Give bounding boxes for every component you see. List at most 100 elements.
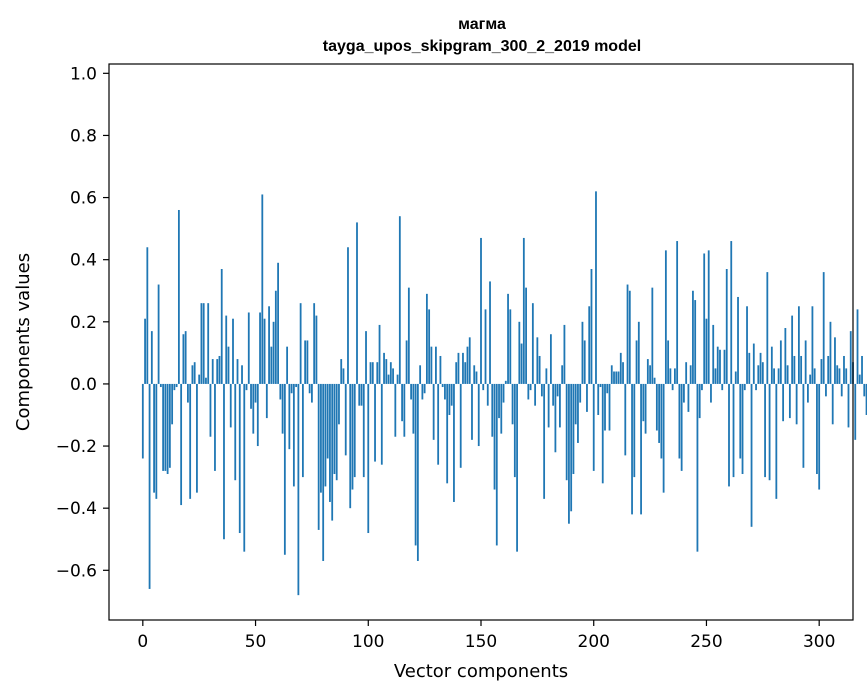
bar-284 — [782, 383, 785, 422]
bar-151 — [482, 383, 485, 391]
bar-188 — [565, 383, 568, 481]
bar-287 — [788, 383, 791, 419]
bar-28 — [205, 377, 207, 384]
bar-103 — [374, 383, 376, 462]
bar-305 — [829, 321, 832, 384]
bar-112 — [394, 383, 397, 437]
bar-67 — [292, 383, 295, 487]
bar-78 — [317, 383, 320, 530]
bar-274 — [759, 352, 762, 384]
bar-13 — [171, 383, 174, 425]
x-axis-ticks: 0 50 100 150 200 250 300 — [137, 620, 835, 652]
bar-222 — [642, 383, 645, 422]
bar-124 — [421, 383, 424, 400]
bar-214 — [624, 383, 627, 456]
bar-208 — [610, 365, 613, 384]
bar-254 — [714, 368, 717, 384]
bar-26 — [200, 303, 203, 384]
bar-24 — [196, 383, 198, 493]
bar-145 — [468, 337, 471, 384]
bar-262 — [732, 383, 735, 478]
bar-216 — [628, 290, 631, 384]
bar-212 — [619, 352, 622, 384]
bar-223 — [644, 383, 647, 434]
bar-246 — [696, 383, 699, 552]
bar-252 — [710, 383, 712, 403]
bar-95 — [356, 222, 358, 384]
bar-236 — [673, 368, 676, 384]
bar-265 — [739, 383, 742, 459]
bar-1 — [144, 318, 146, 384]
bar-9 — [162, 383, 165, 471]
bar-87 — [338, 383, 340, 425]
bar-106 — [380, 383, 383, 465]
bar-213 — [622, 362, 624, 384]
bar-235 — [671, 383, 674, 391]
bar-140 — [457, 352, 460, 384]
bar-187 — [563, 324, 566, 384]
bar-182 — [552, 383, 555, 406]
bar-18 — [182, 334, 185, 384]
y-axis-label: Components values — [13, 253, 34, 431]
bar-278 — [768, 383, 771, 481]
bar-46 — [245, 383, 248, 391]
bar-91 — [347, 247, 349, 384]
bar-215 — [626, 284, 629, 384]
bar-116 — [403, 383, 406, 437]
bar-60 — [277, 262, 279, 384]
bar-104 — [376, 362, 379, 384]
y-axis-ticks: −0.6 −0.4 −0.2 0.0 0.2 0.4 0.6 0.8 1.0 — [56, 64, 109, 581]
bar-299 — [816, 383, 818, 475]
bar-138 — [453, 383, 455, 502]
bar-141 — [459, 383, 462, 468]
bar-98 — [362, 383, 365, 478]
bar-184 — [556, 383, 559, 397]
bar-2 — [146, 247, 149, 384]
bar-175 — [536, 337, 539, 384]
bar-127 — [428, 309, 431, 384]
bar-72 — [304, 340, 307, 384]
bar-277 — [766, 272, 769, 384]
bar-58 — [272, 321, 275, 384]
bar-314 — [849, 331, 852, 384]
bar-290 — [795, 383, 798, 425]
bar-264 — [737, 296, 739, 384]
bar-100 — [367, 383, 370, 534]
bar-273 — [757, 365, 760, 384]
bar-310 — [840, 383, 843, 397]
bar-80 — [322, 383, 325, 561]
bar-53 — [261, 194, 264, 384]
bar-10 — [164, 383, 167, 471]
bar-269 — [748, 352, 751, 384]
bar-202 — [597, 383, 600, 415]
bar-130 — [435, 346, 437, 384]
bar-253 — [712, 324, 715, 384]
bar-247 — [698, 383, 701, 419]
bar-40 — [232, 318, 234, 384]
bar-258 — [723, 349, 726, 384]
bar-102 — [371, 362, 374, 384]
bar-83 — [329, 383, 331, 502]
bar-21 — [189, 383, 192, 499]
bar-162 — [507, 293, 509, 384]
bar-320 — [863, 383, 866, 397]
bar-171 — [527, 383, 530, 400]
bar-137 — [450, 383, 453, 406]
bar-217 — [631, 383, 633, 515]
bar-243 — [689, 365, 692, 384]
bar-309 — [838, 368, 841, 384]
y-tick-label: −0.6 — [56, 561, 97, 581]
bar-203 — [599, 383, 602, 388]
bar-272 — [755, 383, 757, 391]
bar-135 — [446, 383, 449, 484]
bar-125 — [423, 383, 426, 394]
bar-96 — [358, 383, 361, 406]
bar-35 — [220, 269, 223, 384]
bar-231 — [662, 383, 665, 493]
bar-167 — [518, 321, 521, 384]
bar-29 — [207, 303, 210, 384]
bar-142 — [462, 352, 464, 384]
bar-302 — [822, 272, 825, 384]
bar-200 — [592, 383, 595, 471]
bar-5 — [153, 383, 155, 493]
